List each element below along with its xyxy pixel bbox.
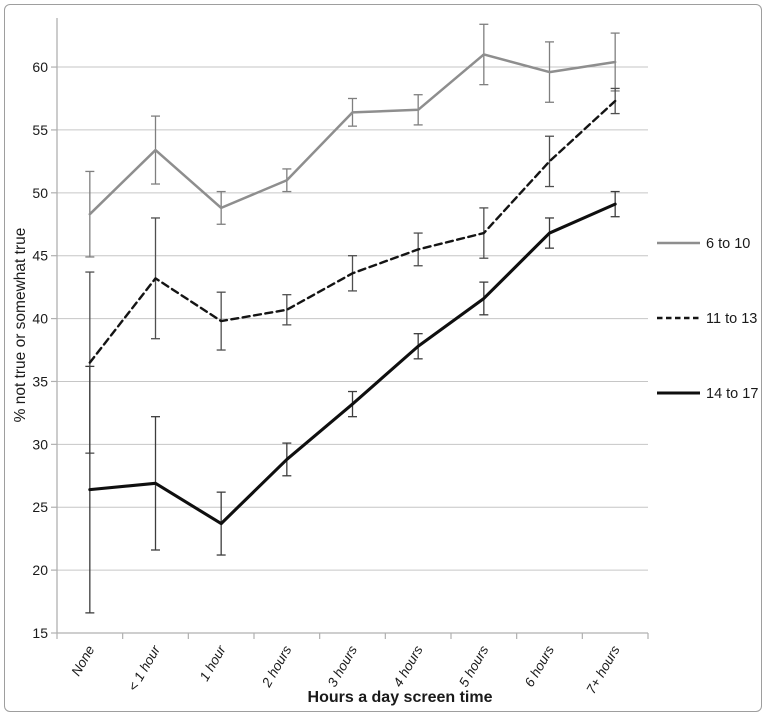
x-tick-label: 7+ hours — [583, 643, 623, 697]
y-tick-label: 30 — [32, 436, 48, 452]
legend-label: 14 to 17 — [706, 386, 758, 402]
x-tick-label: 1 hour — [197, 643, 229, 684]
error-bars-6-to-10 — [85, 23, 620, 258]
y-tick-labels: 15 20 25 30 35 40 45 50 55 60 — [32, 59, 48, 641]
legend-item-14-to-17: 14 to 17 — [657, 386, 758, 402]
series-line-6-to-10 — [88, 53, 617, 216]
legend-label: 11 to 13 — [706, 311, 757, 327]
y-tick-label: 60 — [32, 59, 48, 75]
y-tick-label: 50 — [32, 185, 48, 201]
series-line-11-to-13 — [88, 99, 617, 364]
legend-item-6-to-10: 6 to 10 — [657, 236, 750, 252]
x-tick-label: 4 hours — [390, 643, 426, 690]
legend: 6 to 10 11 to 13 14 to 17 — [657, 236, 758, 402]
y-tick-label: 55 — [32, 122, 48, 138]
legend-item-11-to-13: 11 to 13 — [657, 311, 757, 327]
y-tick-label: 20 — [32, 562, 48, 578]
y-tick-label: 15 — [32, 625, 48, 641]
x-tick-label: 5 hours — [456, 643, 492, 690]
series-line-14-to-17 — [88, 202, 617, 526]
y-tick-label: 45 — [32, 248, 48, 264]
x-axis-title: Hours a day screen time — [307, 689, 493, 706]
x-tick-label: 6 hours — [522, 643, 558, 690]
legend-label: 6 to 10 — [706, 236, 750, 252]
y-tick-label: 40 — [32, 311, 48, 327]
y-tick-label: 25 — [32, 499, 48, 515]
axis-ticks — [51, 66, 649, 639]
x-tick-label: None — [68, 643, 97, 678]
x-tick-label: < 1 hour — [125, 643, 163, 694]
y-axis-title: % not true or somewhat true — [12, 227, 29, 423]
x-tick-label: 2 hours — [258, 643, 294, 691]
x-tick-label: 3 hours — [325, 643, 361, 690]
y-tick-label: 35 — [32, 373, 48, 389]
